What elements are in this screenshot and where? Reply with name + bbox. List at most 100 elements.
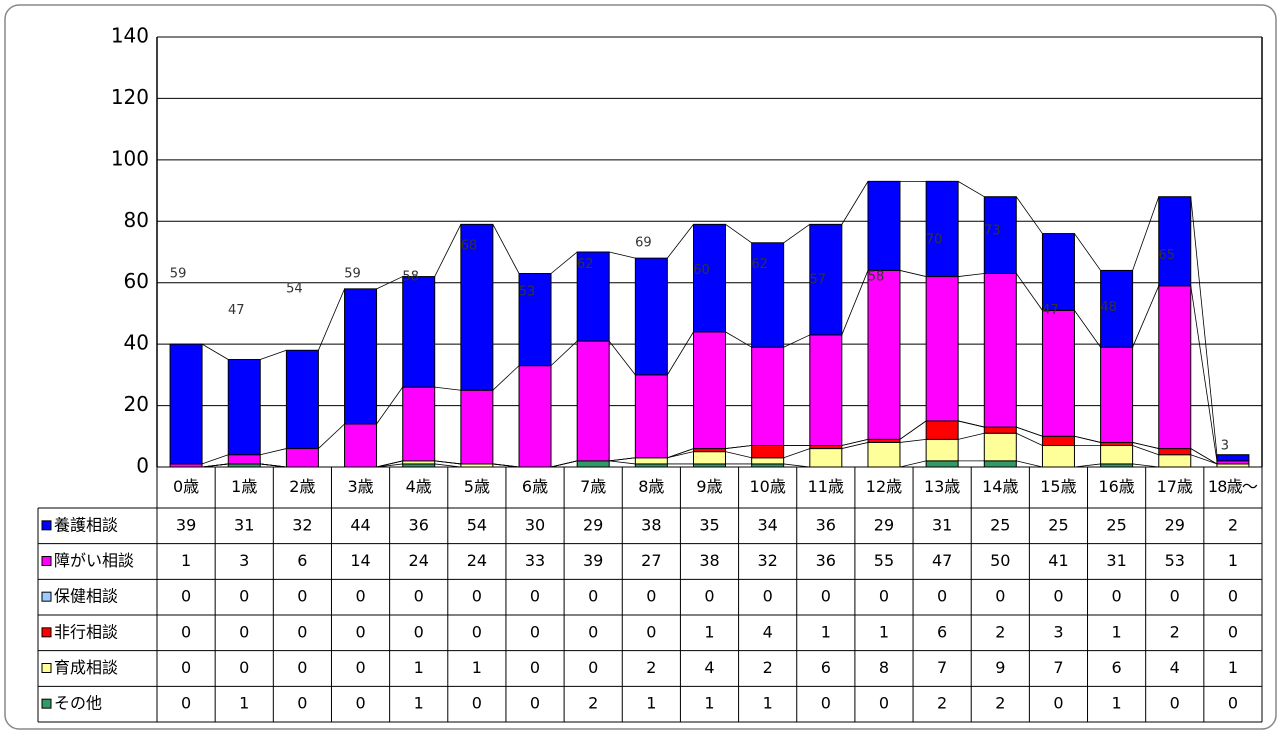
table-value: 29: [874, 515, 894, 534]
annotation: 68: [461, 239, 478, 254]
annotation: 62: [751, 257, 768, 272]
annotation: 73: [984, 223, 1001, 238]
table-value: 32: [292, 515, 312, 534]
bar-segment: [634, 374, 668, 459]
series-line: [899, 438, 927, 443]
table-value: 44: [350, 515, 370, 534]
table-value: 39: [176, 515, 196, 534]
bar-segment: [983, 273, 1017, 428]
annotation: 69: [635, 236, 652, 251]
bar-segment: [1158, 448, 1192, 456]
series-line: [841, 438, 869, 446]
table-value: 0: [1053, 587, 1063, 606]
table-value: 25: [990, 515, 1010, 534]
y-tick-label: 40: [124, 331, 149, 355]
series-line: [1132, 445, 1159, 456]
series-line: [667, 224, 694, 259]
x-tick-label: 2歳: [289, 477, 315, 496]
table-value: 0: [1228, 587, 1238, 606]
bar-segment: [1100, 445, 1134, 465]
table-value: 0: [1170, 694, 1180, 713]
table-value: 0: [646, 587, 656, 606]
series-line: [667, 448, 694, 459]
table-value: 32: [757, 551, 777, 570]
series-line: [899, 270, 927, 277]
annotation: 60: [693, 263, 710, 278]
table-value: 33: [525, 551, 545, 570]
bar-segment: [344, 423, 378, 468]
table-value: 53: [1165, 551, 1185, 570]
table-value: 1: [414, 658, 424, 677]
y-tick-label: 120: [111, 85, 149, 109]
bar-segment: [983, 426, 1017, 434]
table-value: 2: [995, 694, 1005, 713]
bar-segment: [751, 457, 785, 465]
bar-segment: [809, 334, 843, 446]
table-value: 29: [1165, 515, 1185, 534]
series-line: [841, 270, 869, 336]
table-value: 31: [234, 515, 254, 534]
series-line: [958, 432, 985, 440]
table-value: 0: [181, 622, 191, 641]
series-line: [841, 181, 869, 225]
table-value: 0: [297, 587, 307, 606]
table-value: 1: [646, 694, 656, 713]
series-line: [1190, 448, 1218, 465]
bar-segment: [925, 460, 959, 468]
table-value: 6: [821, 658, 831, 677]
x-tick-label: 1歳: [231, 477, 257, 496]
table-value: 0: [588, 622, 598, 641]
table-value: 0: [472, 587, 482, 606]
bar-segment: [1158, 454, 1192, 468]
table-value: 35: [699, 515, 719, 534]
table-value: 0: [588, 658, 598, 677]
table-value: 47: [932, 551, 952, 570]
table-value: 1: [1112, 622, 1122, 641]
series-line: [1190, 454, 1218, 465]
bar-segment: [925, 438, 959, 462]
table-value: 1: [704, 622, 714, 641]
table-value: 39: [583, 551, 603, 570]
annotation: 48: [1100, 300, 1117, 315]
table-value: 0: [530, 694, 540, 713]
series-line: [667, 451, 694, 459]
table-value: 0: [355, 587, 365, 606]
series-line: [725, 451, 752, 459]
bar-segment: [751, 242, 785, 348]
bar-segment: [518, 273, 552, 367]
bar-segment: [402, 276, 436, 388]
table-value: 0: [530, 622, 540, 641]
x-tick-label: 17歳: [1157, 477, 1193, 496]
table-value: 0: [472, 622, 482, 641]
table-value: 34: [757, 515, 777, 534]
bar-segment: [634, 257, 668, 376]
table-value: 50: [990, 551, 1010, 570]
series-line: [608, 340, 636, 376]
series-line: [434, 463, 461, 468]
bar-segment: [925, 180, 959, 278]
bar-segment: [1216, 454, 1250, 462]
series-line: [667, 331, 694, 376]
table-value: 4: [1170, 658, 1180, 677]
series-line: [376, 276, 403, 290]
table-value: 0: [181, 694, 191, 713]
series-line: [1132, 196, 1160, 271]
annotation: 59: [170, 266, 187, 281]
table-value: 1: [239, 694, 249, 713]
bar-segment: [867, 269, 901, 440]
x-tick-label: 5歳: [464, 477, 490, 496]
y-tick-label: 140: [111, 24, 149, 48]
legend-swatch: [41, 556, 52, 566]
series-line: [492, 463, 520, 468]
annotation: 54: [286, 282, 303, 297]
table-value: 41: [1048, 551, 1068, 570]
legend-label: 育成相談: [54, 658, 118, 677]
legend-label: 障がい相談: [54, 551, 134, 570]
series-line: [1132, 442, 1159, 449]
series-line: [609, 251, 636, 259]
series-line: [376, 386, 404, 425]
series-line: [1190, 196, 1218, 455]
bar-segment: [1041, 445, 1075, 468]
series-line: [958, 420, 985, 428]
